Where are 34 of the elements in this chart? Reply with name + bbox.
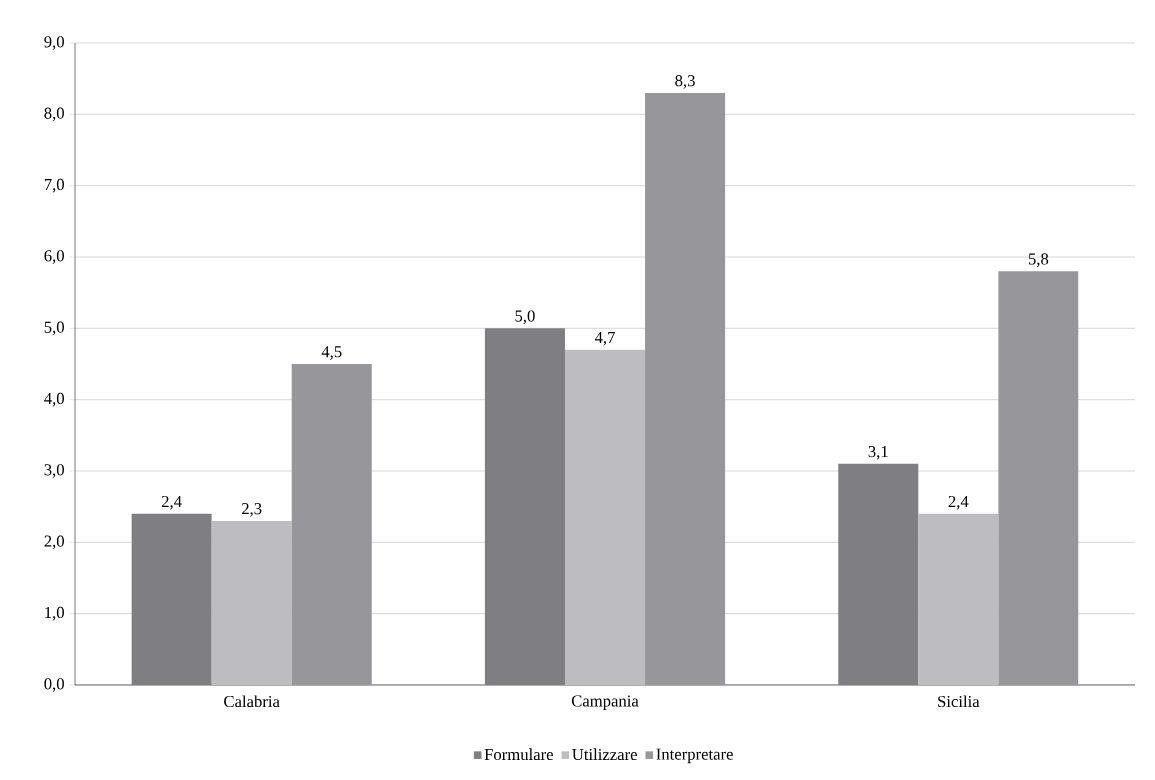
data-label: 2,4 (161, 495, 182, 510)
data-label: 5,8 (1028, 253, 1049, 267)
y-tick-label: 2,0 (44, 535, 64, 550)
y-tick-label: 4,0 (44, 392, 64, 407)
bar (838, 463, 919, 685)
y-tick-label: 0,0 (44, 678, 64, 692)
bar (645, 92, 726, 685)
bar (564, 349, 646, 685)
data-label: 8,3 (675, 75, 695, 89)
bar (484, 328, 565, 685)
data-label: 4,7 (594, 331, 615, 346)
x-tick-label: Calabria (224, 695, 280, 708)
data-label: 4,5 (321, 346, 342, 360)
data-label: 2,3 (241, 503, 262, 517)
bar (918, 513, 999, 685)
bar (291, 364, 372, 685)
bar (211, 520, 292, 685)
y-tick-label: 7,0 (44, 178, 64, 193)
x-tick-label: Sicilia (938, 695, 980, 708)
y-tick-label: 8,0 (44, 107, 64, 122)
data-label: 5,0 (515, 310, 535, 325)
data-label: 2,4 (948, 495, 969, 510)
bar (998, 271, 1079, 685)
y-tick-label: 3,0 (44, 464, 64, 478)
y-tick-label: 5,0 (44, 321, 64, 336)
data-label: 3,1 (868, 445, 888, 460)
x-tick-label: Campania (571, 695, 639, 710)
legend-label: Formulare (484, 748, 553, 761)
y-tick-label: 9,0 (44, 36, 64, 50)
legend-label: Utilizzare (572, 748, 637, 761)
y-tick-label: 1,0 (45, 606, 64, 621)
bar (131, 513, 212, 685)
y-tick-label: 6,0 (44, 250, 64, 264)
legend-label: Interpretare (656, 748, 733, 764)
